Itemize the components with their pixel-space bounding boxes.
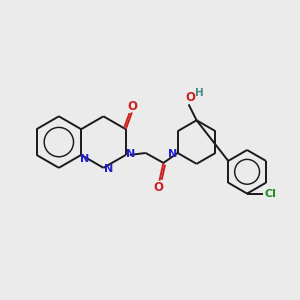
Text: Cl: Cl <box>265 189 277 199</box>
Text: N: N <box>80 154 90 164</box>
Text: N: N <box>126 149 135 159</box>
Text: N: N <box>104 164 113 174</box>
Text: O: O <box>128 100 138 113</box>
Text: O: O <box>154 181 164 194</box>
Text: H: H <box>195 88 204 98</box>
Text: O: O <box>186 91 196 104</box>
Text: N: N <box>168 149 177 159</box>
